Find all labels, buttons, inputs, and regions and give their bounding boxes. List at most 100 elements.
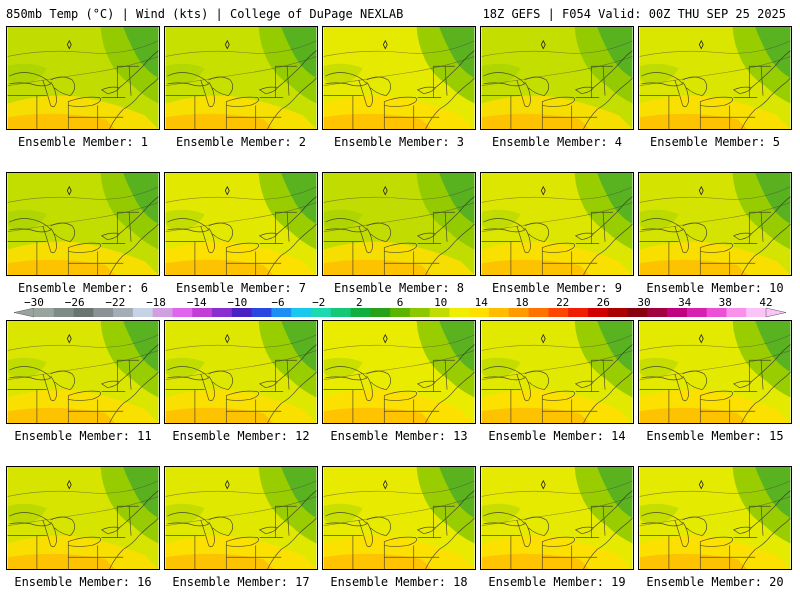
colorbar-swatch [212,308,233,317]
colorbar-swatch [330,308,351,317]
colorbar-tick-label: 2 [356,296,363,309]
colorbar-swatch [251,308,272,317]
colorbar-tick-label: −26 [65,296,85,309]
ensemble-member-map[interactable] [164,320,318,424]
ensemble-member-map[interactable] [638,26,792,130]
temperature-colorbar: −30 −26 −22 −18 −14 −10 −6 −2 2 6 10 14 18 22 26 30 34 38… [0,296,800,320]
colorbar-swatch [370,308,391,317]
colorbar-swatch [34,308,55,317]
colorbar-swatch [706,308,727,317]
ensemble-member-map[interactable] [6,320,160,424]
ensemble-member-map[interactable] [322,26,476,130]
ensemble-member-map[interactable] [164,466,318,570]
colorbar-tick-label: 38 [719,296,732,309]
ensemble-member-label: Ensemble Member: 8 [333,281,465,295]
ensemble-member-label: Ensemble Member: 11 [14,429,152,443]
ensemble-member-label: Ensemble Member: 7 [175,281,307,295]
ensemble-member-label: Ensemble Member: 3 [333,135,465,149]
colorbar-swatch [350,308,371,317]
ensemble-member-label: Ensemble Member: 4 [491,135,623,149]
colorbar-swatch [310,308,332,317]
colorbar-tick-label: 18 [515,296,528,309]
colorbar-tick-label: 42 [759,296,772,309]
colorbar-swatch [429,308,450,317]
colorbar-swatch [73,308,94,317]
ensemble-member-map[interactable] [322,320,476,424]
ensemble-member-label: Ensemble Member: 15 [646,429,784,443]
colorbar-swatch [291,308,312,317]
colorbar-tick-label: 26 [597,296,610,309]
colorbar-swatch [607,308,628,317]
ensemble-member-map[interactable] [164,26,318,130]
colorbar-swatch [132,308,154,317]
colorbar-tick-label: −22 [105,296,125,309]
colorbar-tick-label: 10 [434,296,447,309]
colorbar-tick-label: 6 [397,296,404,309]
ensemble-member-label: Ensemble Member: 9 [491,281,623,295]
ensemble-member-label: Ensemble Member: 12 [172,429,310,443]
colorbar-tick-label: 30 [637,296,650,309]
colorbar-swatch [627,308,648,317]
colorbar-swatch [686,308,708,317]
colorbar-swatch [271,308,292,317]
colorbar-swatch [508,308,529,317]
colorbar-swatch [53,308,74,317]
ensemble-member-map[interactable] [638,466,792,570]
map-title: 850mb Temp (°C) | Wind (kts) | College o… [6,7,404,21]
ensemble-member-map[interactable] [164,172,318,276]
colorbar-swatch [548,308,569,317]
colorbar-swatch [93,308,114,317]
ensemble-member-label: Ensemble Member: 13 [330,429,468,443]
colorbar-swatch [746,308,767,317]
colorbar-swatch [409,308,431,317]
ensemble-member-map[interactable] [6,466,160,570]
colorbar-tick-label: −18 [146,296,166,309]
colorbar-swatch [587,308,609,317]
colorbar-tick-label: −6 [271,296,284,309]
ensemble-member-map[interactable] [6,172,160,276]
ensemble-member-label: Ensemble Member: 5 [649,135,781,149]
ensemble-member-label: Ensemble Member: 16 [14,575,152,589]
colorbar-swatch [113,308,134,317]
ensemble-member-map[interactable] [638,320,792,424]
ensemble-member-map[interactable] [480,172,634,276]
colorbar-tick-label: −30 [24,296,44,309]
colorbar-tick-label: −10 [227,296,247,309]
colorbar-swatch [152,308,173,317]
ensemble-member-label: Ensemble Member: 10 [646,281,784,295]
colorbar-tick-label: 22 [556,296,569,309]
colorbar-swatch [667,308,688,317]
ensemble-member-map[interactable] [480,26,634,130]
colorbar-low-arrow [13,307,35,318]
ensemble-member-label: Ensemble Member: 14 [488,429,626,443]
ensemble-member-label: Ensemble Member: 1 [17,135,149,149]
ensemble-member-map[interactable] [322,466,476,570]
colorbar-swatch [568,308,589,317]
colorbar-graphic: −30 −26 −22 −18 −14 −10 −6 −2 2 6 10 14 18 22 26 30 34 38… [13,296,787,318]
ensemble-member-map[interactable] [480,466,634,570]
colorbar-high-arrow [765,307,787,318]
ensemble-member-map[interactable] [322,172,476,276]
ensemble-member-label: Ensemble Member: 6 [17,281,149,295]
colorbar-tick-label: −2 [312,296,325,309]
colorbar-swatch [726,308,747,317]
colorbar-swatch [231,308,253,317]
ensemble-member-label: Ensemble Member: 19 [488,575,626,589]
colorbar-swatch [489,308,510,317]
ensemble-member-map[interactable] [480,320,634,424]
colorbar-tick-label: 34 [678,296,692,309]
colorbar-tick-label: 14 [475,296,489,309]
colorbar-swatch [172,308,193,317]
ensemble-member-label: Ensemble Member: 20 [646,575,784,589]
ensemble-member-label: Ensemble Member: 18 [330,575,468,589]
ensemble-member-map[interactable] [638,172,792,276]
colorbar-tick-label: −14 [187,296,207,309]
model-run-valid-time: 18Z GEFS | F054 Valid: 00Z THU SEP 25 20… [482,7,786,21]
colorbar-swatch [469,308,490,317]
ensemble-member-label: Ensemble Member: 2 [175,135,307,149]
colorbar-swatch [449,308,470,317]
ensemble-member-label: Ensemble Member: 17 [172,575,310,589]
ensemble-member-map[interactable] [6,26,160,130]
colorbar-swatch [390,308,411,317]
colorbar-swatch [528,308,549,317]
